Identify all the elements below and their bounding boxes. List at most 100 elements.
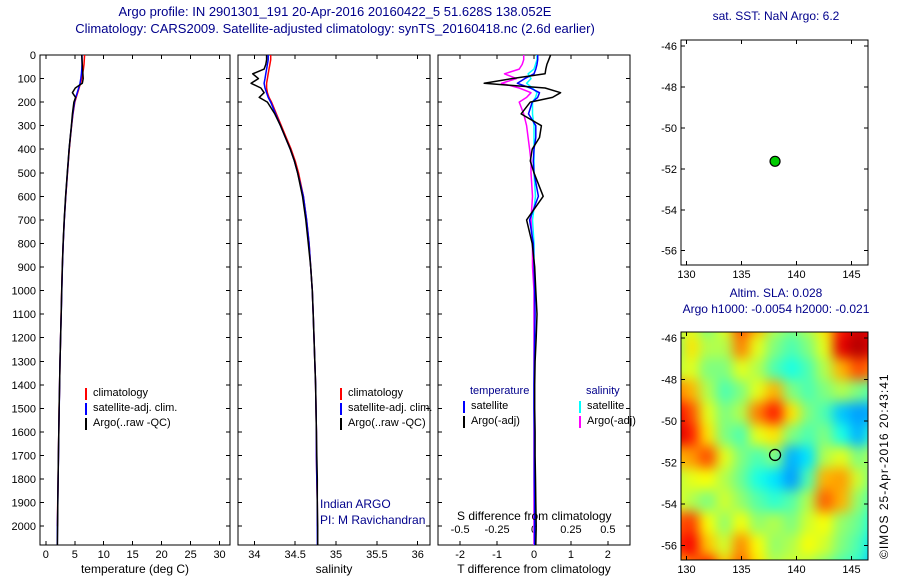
y-tick-label: 400: [18, 144, 36, 156]
heatmap-cell: [682, 335, 700, 358]
heatmap-cell: [799, 379, 817, 402]
heatmap-cell: [832, 401, 850, 424]
heatmap-cell: [749, 556, 767, 560]
heatmap-cell: [799, 423, 817, 446]
heatmap-cell: [832, 556, 850, 560]
heatmap-cell: [782, 556, 800, 560]
legend-entry: satellite: [579, 399, 636, 414]
heatmap-cell: [799, 534, 817, 557]
heatmap-cell: [749, 534, 767, 557]
heatmap-cell: [782, 379, 800, 402]
x-tick-label: 145: [842, 269, 860, 281]
legend-marker: [340, 402, 342, 415]
s-axis-tick-label: 0.25: [560, 524, 581, 536]
difference-legend-salinity: salinity satellite Argo(-adj): [579, 384, 636, 429]
y-tick-label: 1600: [12, 427, 36, 439]
legend-label: Argo(-adj): [587, 415, 636, 427]
heatmap-cell: [832, 335, 850, 358]
argo-location-marker: [769, 155, 781, 167]
legend-marker: [85, 387, 87, 400]
heatmap-cell: [749, 468, 767, 491]
heatmap-cell: [782, 401, 800, 424]
heatmap-cell: [849, 335, 867, 358]
imos-watermark: ©IMOS 25-Apr-2016 20:43:41: [877, 373, 891, 559]
sla-heatmap-grid: [681, 332, 868, 560]
y-tick-label: 1500: [12, 403, 36, 415]
heatmap-cell: [699, 468, 717, 491]
x-tick-label: 135: [732, 564, 750, 576]
heatmap-cell: [716, 335, 733, 358]
y-tick-label: 300: [18, 121, 36, 133]
heatmap-cell: [849, 534, 867, 557]
y-tick-label: 0: [30, 50, 36, 62]
heatmap-cell: [849, 446, 867, 469]
x-tick-label: 140: [787, 564, 805, 576]
heatmap-cell: [849, 512, 867, 535]
legend-entry: satellite-adj. clim.: [85, 401, 177, 416]
heatmap-cell: [716, 357, 733, 380]
heatmap-cell: [866, 423, 868, 446]
x-tick-label: 0: [43, 549, 49, 561]
heatmap-cell: [866, 556, 868, 560]
heatmap-cell: [699, 534, 717, 557]
heatmap-cell: [766, 534, 783, 557]
heatmap-cell: [682, 468, 700, 491]
heatmap-cell: [681, 357, 683, 380]
heatmap-cell: [782, 423, 800, 446]
heatmap-cell: [749, 423, 767, 446]
difference-legend-temperature: temperature satellite Argo(-adj): [463, 384, 529, 429]
y-tick-label: 200: [18, 97, 36, 109]
y-tick-label: -52: [661, 164, 677, 176]
heatmap-cell: [816, 332, 833, 336]
heatmap-cell: [681, 401, 683, 424]
s-axis-tick-label: -0.25: [485, 524, 510, 536]
heatmap-cell: [816, 446, 833, 469]
y-tick-label: -52: [661, 458, 677, 470]
heatmap-cell: [732, 379, 750, 402]
legend-entry: climatology: [340, 386, 432, 401]
legend-label: Argo(..raw -QC): [93, 417, 171, 429]
axes-box: [680, 39, 869, 266]
sst-title: sat. SST: NaN Argo: 6.2: [712, 9, 840, 23]
heatmap-cell: [816, 468, 833, 491]
heatmap-cell: [782, 357, 800, 380]
profile-line-argo-adj-s: [500, 55, 535, 545]
heatmap-cell: [681, 512, 683, 535]
x-tick-label: 25: [184, 549, 196, 561]
x-axis-label: salinity: [316, 562, 353, 576]
y-tick-label: 100: [18, 74, 36, 86]
heatmap-cell: [766, 357, 783, 380]
heatmap-cell: [749, 357, 767, 380]
legend-label: satellite: [471, 400, 509, 412]
heatmap-cell: [799, 490, 817, 513]
heatmap-cell: [732, 423, 750, 446]
heatmap-cell: [799, 468, 817, 491]
heatmap-cell: [832, 423, 850, 446]
heatmap-cell: [849, 379, 867, 402]
x-axis-label: temperature (deg C): [81, 562, 189, 576]
y-tick-label: -48: [661, 375, 677, 387]
legend-entry: Argo(-adj): [579, 414, 636, 429]
heatmap-cell: [866, 490, 868, 513]
axes-box: [237, 54, 431, 546]
heatmap-cell: [749, 401, 767, 424]
heatmap-cell: [716, 468, 733, 491]
legend-marker-satellite-s: [579, 400, 581, 413]
x-tick-label: 140: [787, 269, 805, 281]
legend-label: Argo(..raw -QC): [348, 417, 426, 429]
pi-note: Indian ARGO PI: M Ravichandran: [320, 496, 425, 528]
heatmap-cell: [716, 512, 733, 535]
heatmap-cell: [816, 401, 833, 424]
legend-label: Argo(-adj): [471, 415, 520, 427]
x-tick-label: 0: [531, 549, 537, 561]
heatmap-cell: [732, 490, 750, 513]
heatmap-cell: [782, 468, 800, 491]
figure-title: Argo profile: IN 2901301_191 20-Apr-2016…: [118, 4, 552, 19]
legend-marker: [85, 417, 87, 430]
argo-height-values: Argo h1000: -0.0054 h2000: -0.021: [682, 302, 870, 316]
heatmap-cell: [849, 332, 867, 336]
heatmap-cell: [799, 332, 817, 336]
heatmap-cell: [749, 446, 767, 469]
x-tick-label: 30: [213, 549, 225, 561]
